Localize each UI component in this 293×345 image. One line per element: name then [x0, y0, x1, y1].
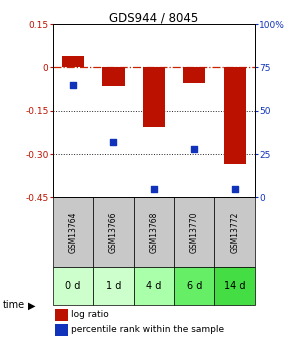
Text: 4 d: 4 d: [146, 281, 161, 291]
Bar: [183, 68, 205, 82]
Title: GDS944 / 8045: GDS944 / 8045: [109, 11, 198, 24]
Bar: [62, 56, 84, 68]
Bar: [102, 68, 125, 86]
Text: percentile rank within the sample: percentile rank within the sample: [71, 325, 224, 334]
Text: log ratio: log ratio: [71, 310, 109, 319]
Text: ▶: ▶: [28, 300, 35, 310]
Text: GSM13770: GSM13770: [190, 211, 199, 253]
Text: GSM13766: GSM13766: [109, 211, 118, 253]
Text: 14 d: 14 d: [224, 281, 246, 291]
Text: GSM13768: GSM13768: [149, 211, 158, 253]
Bar: [53, 267, 93, 305]
Bar: [143, 68, 165, 127]
Text: time: time: [3, 300, 25, 310]
Text: GSM13764: GSM13764: [69, 211, 77, 253]
Point: [232, 186, 237, 191]
Point: [111, 139, 116, 145]
Text: 0 d: 0 d: [65, 281, 81, 291]
Text: 6 d: 6 d: [187, 281, 202, 291]
Bar: [55, 309, 68, 321]
Point: [71, 82, 75, 88]
Bar: [53, 197, 93, 267]
Bar: [224, 68, 246, 164]
Bar: [93, 267, 134, 305]
Bar: [134, 197, 174, 267]
Bar: [93, 197, 134, 267]
Bar: [174, 197, 214, 267]
Bar: [214, 267, 255, 305]
Bar: [55, 324, 68, 336]
Text: GSM13772: GSM13772: [230, 211, 239, 253]
Bar: [214, 197, 255, 267]
Bar: [134, 267, 174, 305]
Text: 1 d: 1 d: [106, 281, 121, 291]
Bar: [174, 267, 214, 305]
Point: [192, 146, 197, 152]
Point: [151, 186, 156, 191]
